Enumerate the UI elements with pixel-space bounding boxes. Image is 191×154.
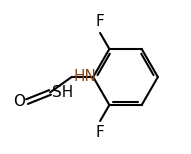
Text: F: F	[96, 14, 104, 29]
Text: HN: HN	[73, 69, 96, 84]
Text: F: F	[96, 125, 104, 140]
Text: O: O	[13, 94, 25, 109]
Text: SH: SH	[52, 85, 74, 100]
